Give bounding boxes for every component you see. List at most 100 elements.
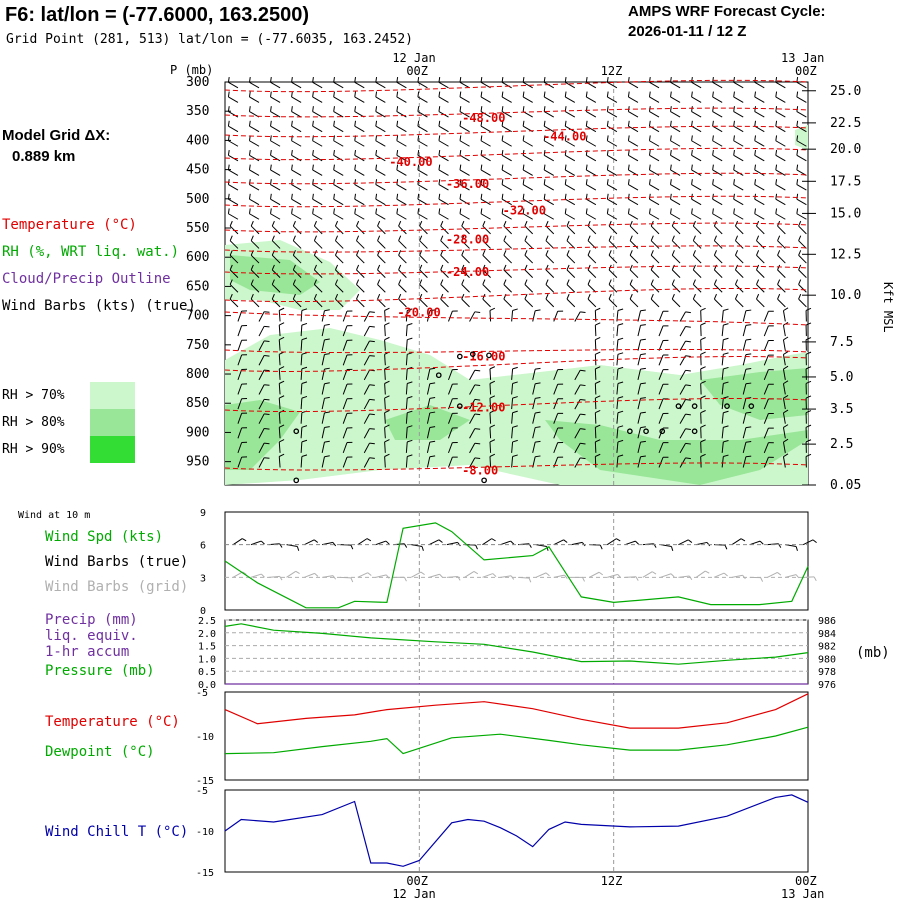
barb-feather (585, 76, 588, 83)
barb-feather (595, 351, 601, 355)
barb-staff (565, 169, 576, 176)
barb-staff (501, 111, 512, 118)
wind-barb (763, 456, 774, 468)
barb-feather (241, 456, 248, 458)
barb-feather (271, 293, 275, 300)
wind-barb (691, 135, 702, 147)
barb-feather (356, 264, 360, 271)
barb-feather (670, 149, 672, 156)
wind-barb (501, 120, 512, 133)
wind-barb-grid (232, 571, 247, 578)
pressure-tick-label: 950 (186, 455, 209, 470)
barb-staff (480, 140, 491, 147)
barb-staff (586, 198, 597, 206)
wind-barb (384, 453, 390, 468)
pressure-tick-label: 700 (186, 309, 209, 324)
wind-barb-true (411, 544, 424, 551)
wind-barb (700, 337, 706, 351)
wind-barb (742, 440, 752, 453)
barb-feather (248, 91, 251, 98)
barb-feather (452, 412, 458, 414)
wind-barb (356, 235, 365, 249)
barb-feather (312, 106, 314, 112)
contour-label: -48.00 (462, 111, 505, 125)
wind-barb (356, 220, 365, 235)
barb-feather (805, 337, 812, 341)
wind-barb-grid (571, 576, 585, 582)
barb-feather (650, 279, 654, 285)
wind-barb (459, 208, 470, 220)
barb-staff (796, 140, 807, 147)
barb-feather (606, 193, 609, 200)
barb-feather (524, 250, 528, 256)
barb-staff (270, 184, 281, 191)
barb-feather (754, 208, 757, 214)
barb-feather (627, 120, 630, 127)
barb-staff (448, 369, 453, 381)
barb-feather (608, 235, 612, 241)
barb-feather (522, 135, 525, 141)
barb-staff (733, 96, 744, 103)
barb-staff (754, 81, 765, 89)
wind-barb (459, 164, 470, 176)
barb-staff (553, 369, 559, 381)
barb-feather (354, 106, 357, 112)
barb-feather (512, 454, 518, 457)
wind-barb (363, 442, 375, 454)
barb-staff (606, 538, 617, 546)
barb-feather (805, 366, 812, 370)
barb-feather (775, 91, 778, 98)
barb-staff (522, 81, 533, 89)
barb-feather (384, 322, 390, 326)
wind-barb (375, 149, 386, 162)
wind-barb-true (232, 538, 247, 546)
wind-barb (278, 424, 285, 439)
grid-point-line: Grid Point (281, 513) lat/lon = (-77.603… (6, 32, 413, 47)
barb-staff (333, 125, 344, 133)
barb-staff (679, 340, 686, 351)
wind-barb (237, 427, 248, 439)
wind-barb (248, 120, 260, 133)
wind-barb (237, 354, 248, 366)
wind-barb (501, 208, 512, 220)
barb-staff (300, 339, 303, 351)
barb-feather (756, 250, 760, 256)
wind-barb (627, 91, 639, 103)
barb-staff (354, 140, 365, 147)
barb-staff (278, 354, 281, 366)
wind-barb (658, 310, 669, 322)
wind-barb (648, 91, 660, 103)
barb-staff (553, 427, 559, 439)
wind-barb (775, 76, 786, 89)
barb-feather (663, 412, 669, 414)
wind-barb (574, 311, 586, 322)
barb-staff (594, 325, 597, 337)
wind-barb (782, 365, 789, 380)
barb-staff (314, 269, 323, 279)
wind-barb (585, 193, 597, 206)
barb-feather (346, 412, 353, 414)
barb-staff (543, 125, 554, 133)
wind-barb (229, 250, 239, 264)
barb-feather (617, 337, 624, 341)
wind-barb-grid (535, 572, 550, 578)
wind-barb (417, 193, 428, 206)
barb-feather (557, 310, 564, 312)
barb-feather (512, 366, 518, 370)
barb-staff (691, 111, 702, 118)
barb-feather (733, 193, 735, 200)
barb-feather (291, 164, 293, 171)
wind-barb (405, 337, 413, 351)
barb-staff (291, 213, 302, 220)
barb-feather (324, 323, 330, 326)
wind-barb-grid (286, 570, 300, 578)
barb-staff (363, 399, 370, 410)
barb-feather (369, 340, 375, 343)
wind-barb (594, 336, 601, 351)
wind-barb (606, 76, 618, 89)
barb-staff (405, 339, 408, 351)
wind-barb (700, 395, 706, 410)
barb-feather (301, 322, 308, 326)
barb-feather (663, 369, 669, 371)
barb-staff (649, 213, 660, 220)
